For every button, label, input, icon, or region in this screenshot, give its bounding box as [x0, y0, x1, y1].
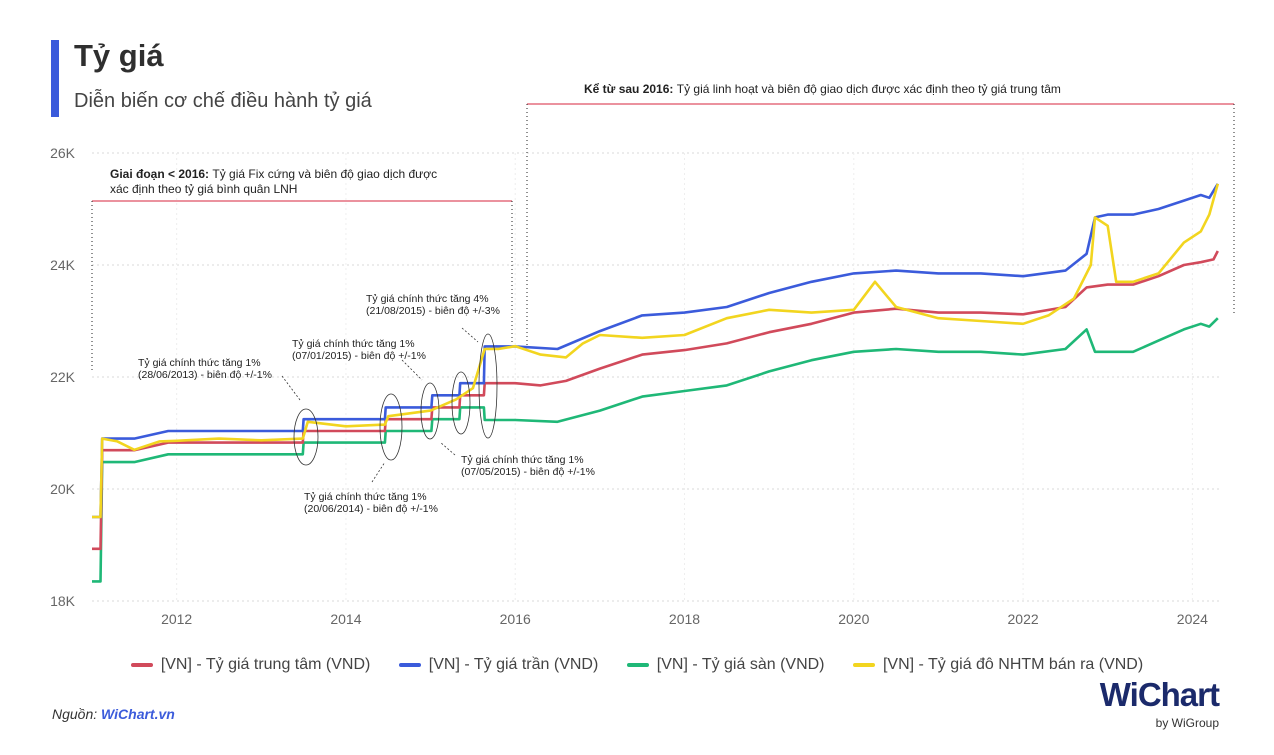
title-accent-bar [51, 40, 59, 117]
logo-subtext: by WiGroup [1155, 716, 1219, 730]
annotation-line1: Tỷ giá chính thức tăng 4% [366, 293, 489, 305]
chart-legend: [VN] - Tỷ giá trung tâm (VND) [VN] - Tỷ … [0, 656, 1274, 674]
x-tick-label: 2024 [1177, 611, 1208, 627]
logo-text: WiChart [1099, 676, 1220, 713]
annotation-line2: (07/01/2015) - biên độ +/-1% [292, 350, 426, 362]
wichart-logo: WiChart by WiGroup [1092, 676, 1227, 736]
series-bank-line [92, 183, 1220, 519]
legend-item-bank[interactable]: [VN] - Tỷ giá đô NHTM bán ra (VND) [852, 656, 1144, 674]
annotation-line2: (21/08/2015) - biên độ +/-3% [366, 305, 500, 317]
page-subtitle: Diễn biến cơ chế điều hành tỷ giá [74, 90, 372, 112]
annotation-line2: (28/06/2013) - biên độ +/-1% [138, 369, 272, 381]
annotation-ellipse [379, 393, 403, 461]
page-title: Tỷ giá [74, 38, 164, 73]
legend-label-ceiling: [VN] - Tỷ giá trần (VND) [428, 656, 599, 673]
phase1-label-line2: xác định theo tỷ giá bình quân LNH [110, 182, 297, 196]
y-tick-label: 20K [50, 481, 76, 497]
annotation-ellipse [478, 333, 498, 439]
annotation-leader [439, 441, 456, 456]
annotation-ellipse [293, 408, 319, 466]
legend-label-central: [VN] - Tỷ giá trung tâm (VND) [160, 656, 371, 673]
series-central-line [92, 250, 1219, 551]
x-tick-label: 2016 [500, 611, 531, 627]
legend-item-ceiling[interactable]: [VN] - Tỷ giá trần (VND) [398, 656, 599, 674]
annotation-line1: Tỷ giá chính thức tăng 1% [304, 491, 427, 503]
legend-label-bank: [VN] - Tỷ giá đô NHTM bán ra (VND) [882, 656, 1144, 673]
y-tick-label: 22K [50, 369, 76, 385]
phase2-label: Kể từ sau 2016: Tỷ giá linh hoạt và biên… [584, 82, 1061, 96]
exchange-rate-chart: 18K 20K 22K 24K 26K 2012 2014 2016 2018 2020 2022 2… [50, 82, 1235, 627]
annotation-line2: (20/06/2014) - biên độ +/-1% [304, 503, 438, 515]
y-tick-label: 18K [50, 593, 76, 609]
annotation-line1: Tỷ giá chính thức tăng 1% [138, 357, 261, 369]
series-floor-line [92, 317, 1219, 583]
series-ceiling-line [92, 183, 1219, 519]
x-tick-label: 2012 [161, 611, 192, 627]
legend-swatch-floor [626, 662, 649, 667]
source-note: Nguồn: WiChart.vn [52, 706, 175, 722]
source-label: Nguồn: [52, 706, 98, 722]
annotation-leader [401, 359, 423, 381]
legend-label-floor: [VN] - Tỷ giá sàn (VND) [656, 656, 825, 673]
source-link[interactable]: WiChart.vn [101, 706, 175, 722]
y-tick-label: 26K [50, 145, 76, 161]
x-tick-label: 2022 [1008, 611, 1039, 627]
annotation-line2: (07/05/2015) - biên độ +/-1% [461, 466, 595, 478]
legend-swatch-bank [852, 662, 875, 667]
annotation-line1: Tỷ giá chính thức tăng 1% [292, 338, 415, 350]
annotation-ellipse [451, 371, 471, 435]
legend-item-central[interactable]: [VN] - Tỷ giá trung tâm (VND) [130, 656, 371, 674]
y-tick-label: 24K [50, 257, 76, 273]
legend-swatch-central [130, 662, 153, 667]
annotation-leader [371, 461, 386, 483]
annotation-line1: Tỷ giá chính thức tăng 1% [461, 454, 584, 466]
annotation-leader [461, 327, 479, 343]
phase1-label: Giai đoạn < 2016: Tỷ giá Fix cứng và biê… [110, 167, 437, 181]
x-tick-label: 2018 [669, 611, 700, 627]
annotation-leader [281, 375, 301, 401]
x-tick-label: 2014 [330, 611, 361, 627]
x-tick-label: 2020 [838, 611, 869, 627]
legend-item-floor[interactable]: [VN] - Tỷ giá sàn (VND) [626, 656, 825, 674]
legend-swatch-ceiling [398, 662, 421, 667]
annotation-ellipse [420, 382, 440, 440]
